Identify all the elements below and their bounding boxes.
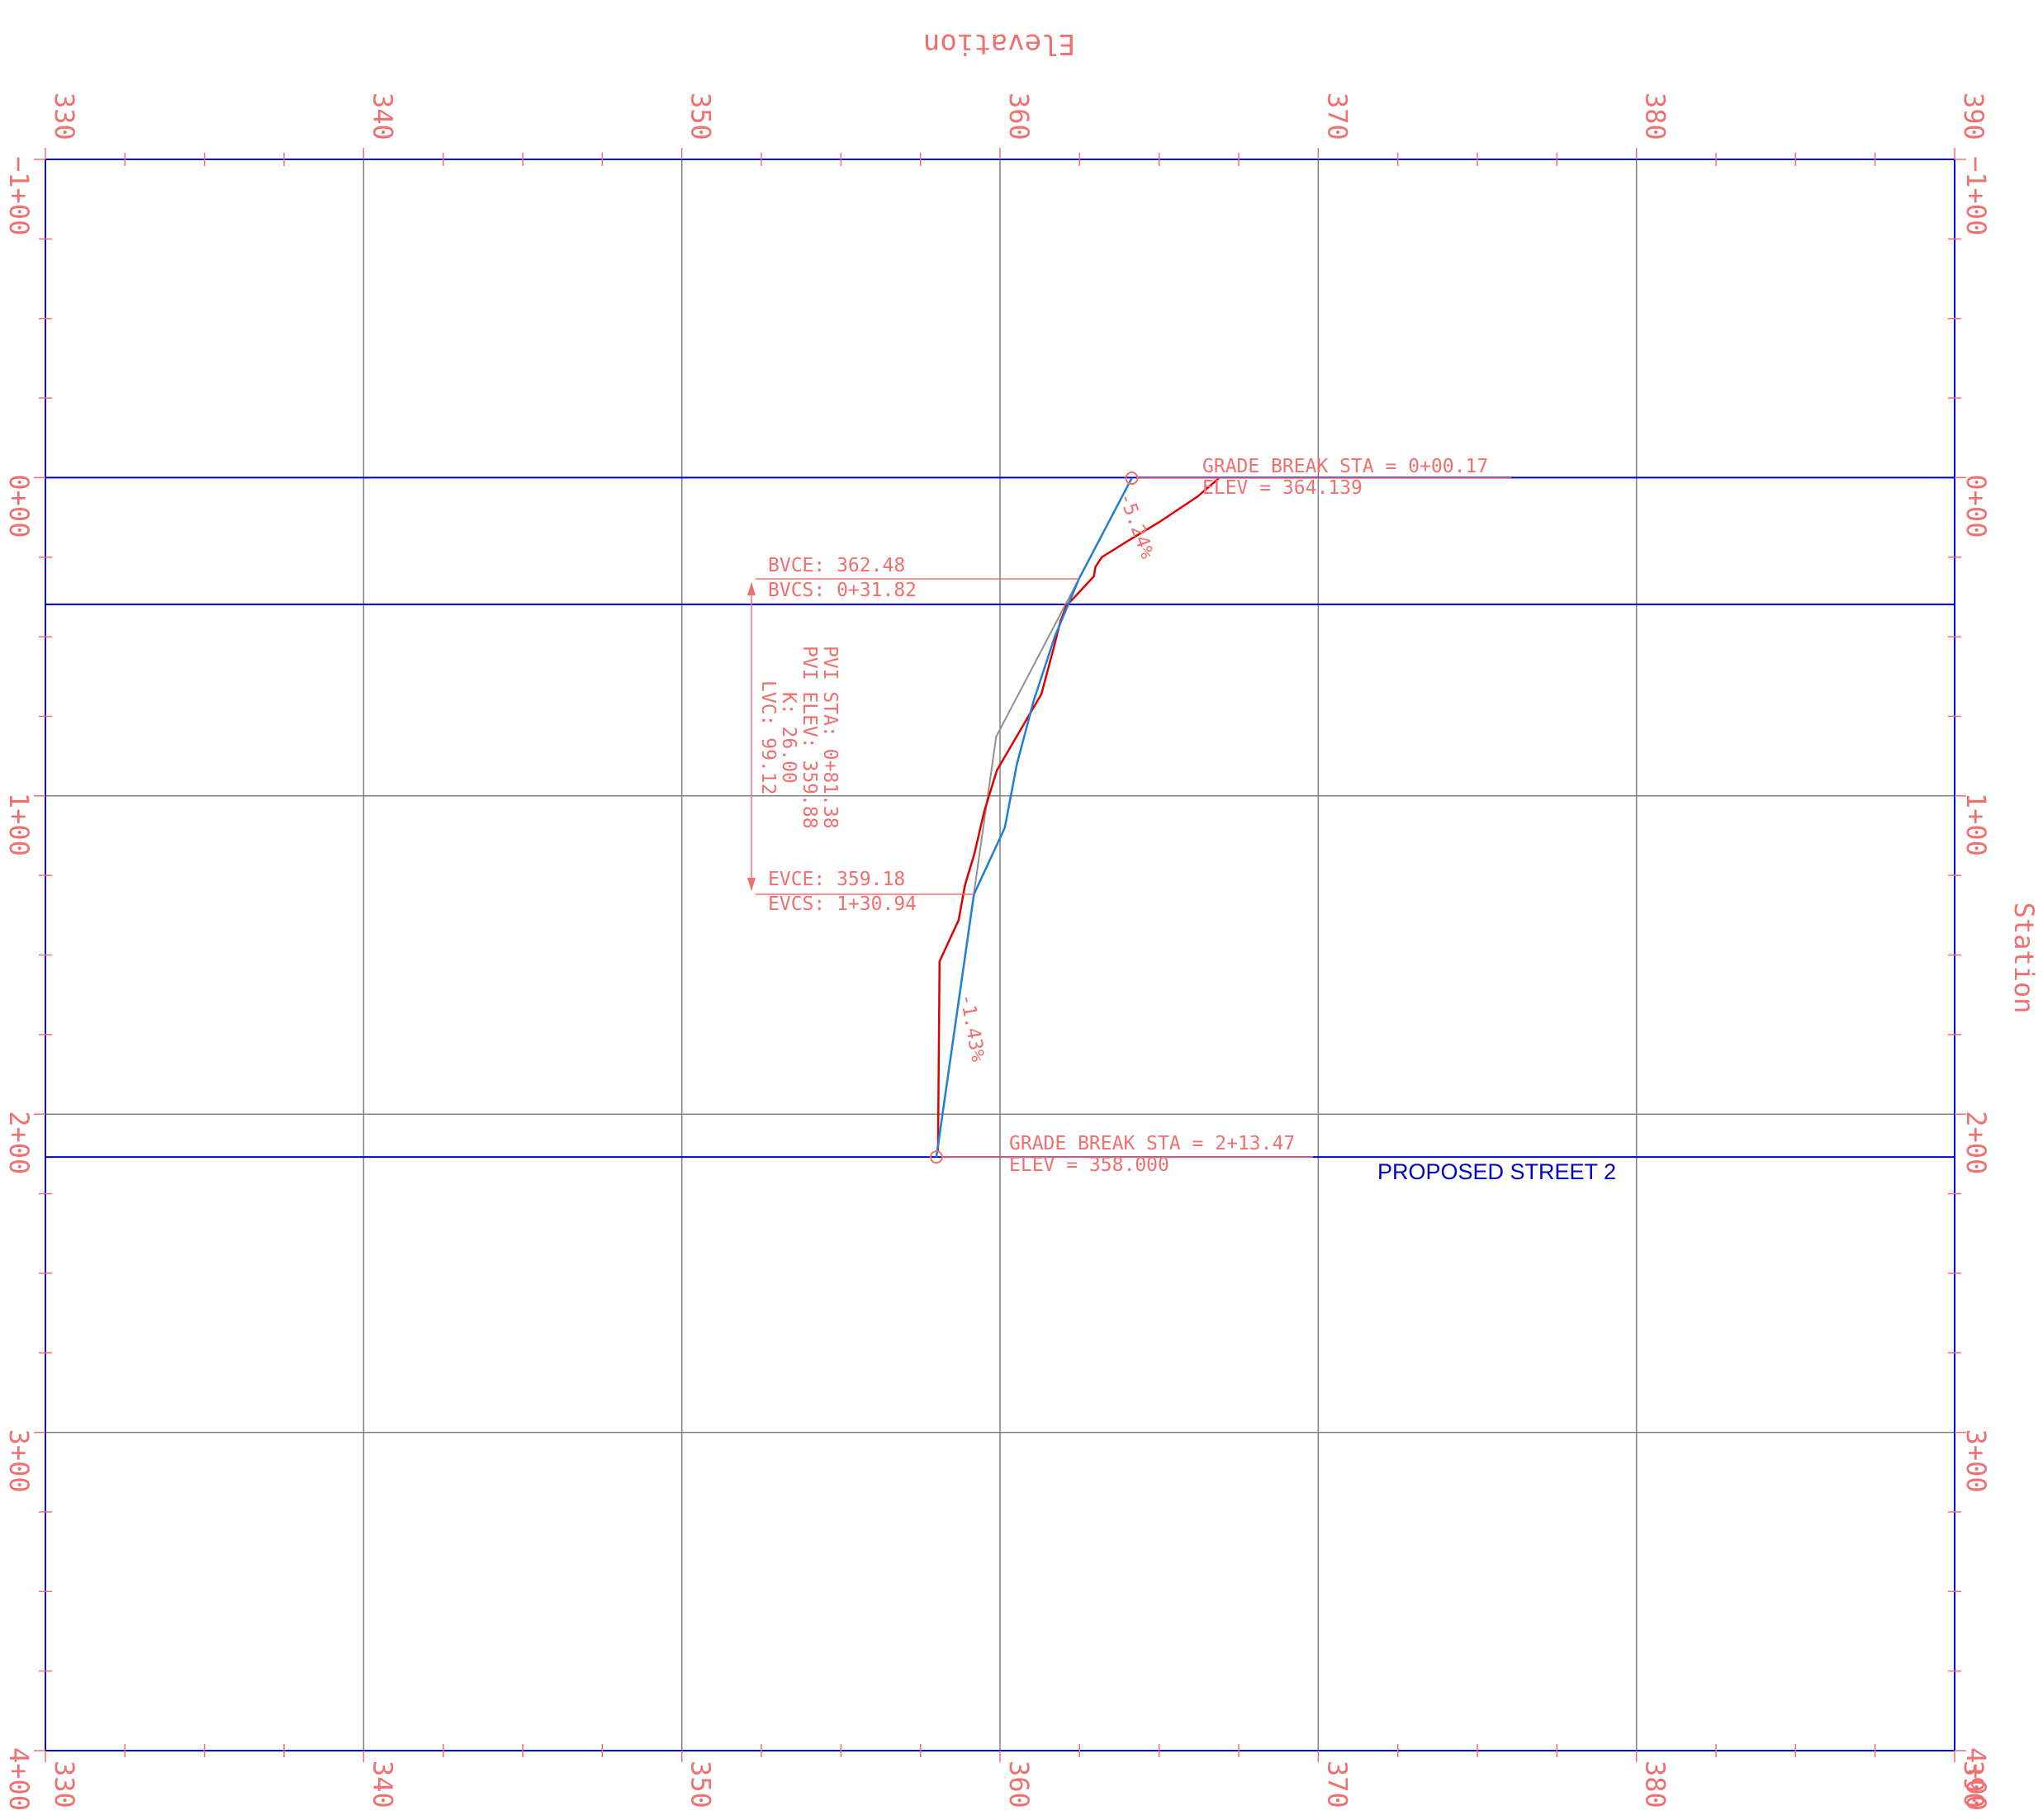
station-tick-label-right: 4+00: [1960, 1747, 1992, 1811]
station-tick-label-right: 0+00: [1960, 474, 1992, 538]
elevation-tick-label-bottom: 390: [1958, 1761, 1989, 1808]
lvc-label: LVC: 99.12: [757, 680, 779, 794]
bvc-station-label: BVCS: 0+31.82: [768, 580, 917, 601]
station-tick-label-left: 0+00: [3, 474, 35, 538]
elevation-tick-label-top: 380: [1640, 92, 1671, 140]
dimension-arrow-top: [747, 582, 756, 596]
profile-name-label: PROPOSED STREET 2: [1377, 1159, 1616, 1184]
k-value-label: K: 26.00: [778, 692, 799, 784]
grade-break-bottom-station-label: GRADE BREAK STA = 2+13.47: [1009, 1133, 1295, 1154]
station-tick-label-left: −1+00: [3, 156, 35, 235]
elevation-tick-label-top: 350: [685, 92, 717, 140]
dimension-arrow-bottom: [747, 878, 756, 892]
axis-ticks: [34, 148, 1966, 1762]
evc-elevation-label: EVCE: 359.18: [768, 869, 905, 890]
bvc-elevation-label: BVCE: 362.48: [768, 555, 905, 576]
station-tick-label-left: 2+00: [3, 1111, 35, 1174]
elevation-tick-label-bottom: 370: [1321, 1761, 1353, 1808]
station-tick-label-left: 1+00: [3, 793, 35, 856]
elevation-tick-label-bottom: 330: [49, 1761, 80, 1808]
evc-station-label: EVCS: 1+30.94: [768, 893, 917, 915]
station-tick-label-right: −1+00: [1960, 156, 1992, 235]
station-tick-label-left: 3+00: [3, 1429, 35, 1493]
axis-labels: 330 330 340 340 350 350 360 360 370 370 380 380 390 3…: [3, 92, 1992, 1811]
grade-tangent-line: [935, 477, 1133, 1158]
proposed-grade-line: [935, 477, 1133, 1158]
elevation-tick-label-bottom: 360: [1003, 1761, 1035, 1808]
station-tick-label-right: 3+00: [1960, 1429, 1992, 1493]
existing-ground-line: [936, 476, 1221, 1153]
grade-break-top-station-label: GRADE BREAK STA = 0+00.17: [1202, 456, 1488, 477]
elevation-tick-label-top: 370: [1321, 92, 1353, 140]
station-axis-title: Station: [2008, 903, 2040, 1014]
elevation-tick-label-top: 340: [367, 92, 398, 140]
grade-break-top-elevation-label: ELEV = 364.139: [1202, 477, 1363, 499]
elevation-tick-label-top: 360: [1003, 92, 1035, 140]
grade-break-bottom-elevation-label: ELEV = 358.000: [1009, 1154, 1169, 1176]
elevation-tick-label-bottom: 380: [1640, 1761, 1671, 1808]
pvi-elevation-label: PVI ELEV: 359.88: [799, 646, 820, 829]
profile-lines: [747, 472, 1511, 1164]
pvi-data-block: PVI STA: 0+81.38 PVI ELEV: 359.88 K: 26.…: [757, 646, 841, 829]
elevation-tick-label-bottom: 340: [367, 1761, 398, 1808]
pvi-station-label: PVI STA: 0+81.38: [819, 646, 841, 829]
elevation-axis-title: Elevation: [923, 27, 1075, 60]
station-tick-label-left: 4+00: [3, 1747, 35, 1811]
elevation-tick-label-top: 390: [1958, 92, 1989, 140]
elevation-tick-label-top: 330: [49, 92, 80, 140]
station-tick-label-right: 1+00: [1960, 793, 1992, 856]
grid-lines: [45, 159, 1955, 1751]
station-tick-label-right: 2+00: [1960, 1111, 1992, 1174]
grade-out-label: -1.43%: [955, 993, 988, 1064]
elevation-tick-label-bottom: 350: [685, 1761, 717, 1808]
